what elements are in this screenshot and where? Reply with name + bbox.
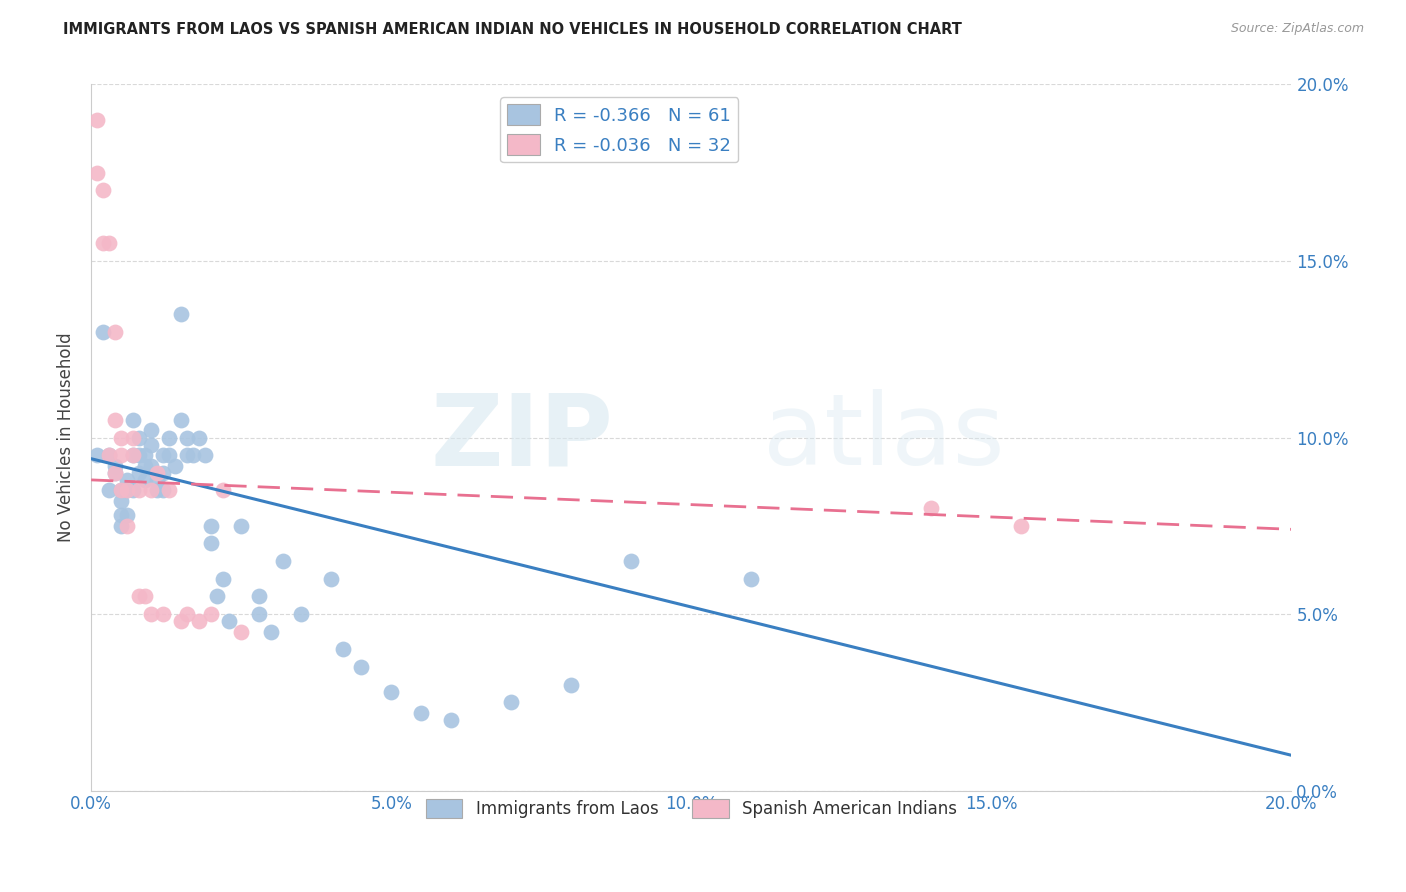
Point	[115, 483, 138, 498]
Point	[104, 325, 127, 339]
Point	[128, 466, 150, 480]
Point	[247, 607, 270, 621]
Point	[170, 413, 193, 427]
Point	[188, 430, 211, 444]
Point	[141, 607, 163, 621]
Point	[380, 684, 402, 698]
Point	[152, 448, 174, 462]
Point	[110, 448, 132, 462]
Point	[152, 607, 174, 621]
Point	[181, 448, 204, 462]
Point	[620, 554, 643, 568]
Point	[218, 614, 240, 628]
Legend: Immigrants from Laos, Spanish American Indians: Immigrants from Laos, Spanish American I…	[419, 792, 963, 824]
Point	[110, 494, 132, 508]
Point	[176, 448, 198, 462]
Point	[128, 430, 150, 444]
Text: atlas: atlas	[763, 389, 1005, 486]
Point	[134, 473, 156, 487]
Point	[110, 483, 132, 498]
Point	[271, 554, 294, 568]
Point	[134, 458, 156, 473]
Point	[122, 448, 145, 462]
Point	[146, 466, 169, 480]
Point	[170, 614, 193, 628]
Y-axis label: No Vehicles in Household: No Vehicles in Household	[58, 333, 75, 542]
Point	[141, 458, 163, 473]
Point	[98, 448, 121, 462]
Point	[231, 518, 253, 533]
Point	[122, 413, 145, 427]
Point	[104, 458, 127, 473]
Point	[200, 536, 222, 550]
Point	[152, 466, 174, 480]
Point	[146, 483, 169, 498]
Point	[231, 624, 253, 639]
Point	[110, 508, 132, 523]
Point	[115, 508, 138, 523]
Text: ZIP: ZIP	[430, 389, 613, 486]
Point	[165, 458, 187, 473]
Point	[152, 483, 174, 498]
Point	[1010, 518, 1032, 533]
Point	[212, 572, 235, 586]
Point	[194, 448, 217, 462]
Point	[104, 413, 127, 427]
Point	[560, 678, 582, 692]
Point	[157, 483, 180, 498]
Point	[128, 590, 150, 604]
Point	[247, 590, 270, 604]
Point	[122, 483, 145, 498]
Point	[104, 466, 127, 480]
Point	[122, 430, 145, 444]
Text: Source: ZipAtlas.com: Source: ZipAtlas.com	[1230, 22, 1364, 36]
Point	[98, 236, 121, 251]
Point	[176, 430, 198, 444]
Point	[134, 448, 156, 462]
Point	[91, 183, 114, 197]
Point	[122, 448, 145, 462]
Point	[200, 607, 222, 621]
Point	[440, 713, 463, 727]
Point	[110, 483, 132, 498]
Point	[110, 430, 132, 444]
Text: IMMIGRANTS FROM LAOS VS SPANISH AMERICAN INDIAN NO VEHICLES IN HOUSEHOLD CORRELA: IMMIGRANTS FROM LAOS VS SPANISH AMERICAN…	[63, 22, 962, 37]
Point	[740, 572, 762, 586]
Point	[920, 501, 942, 516]
Point	[141, 437, 163, 451]
Point	[141, 483, 163, 498]
Point	[91, 236, 114, 251]
Point	[332, 642, 354, 657]
Point	[128, 483, 150, 498]
Point	[115, 483, 138, 498]
Point	[260, 624, 283, 639]
Point	[134, 590, 156, 604]
Point	[157, 430, 180, 444]
Point	[146, 473, 169, 487]
Point	[205, 590, 228, 604]
Point	[98, 483, 121, 498]
Point	[86, 112, 108, 127]
Point	[115, 518, 138, 533]
Point	[170, 307, 193, 321]
Point	[86, 448, 108, 462]
Point	[501, 695, 523, 709]
Point	[350, 660, 373, 674]
Point	[321, 572, 343, 586]
Point	[128, 448, 150, 462]
Point	[188, 614, 211, 628]
Point	[212, 483, 235, 498]
Point	[176, 607, 198, 621]
Point	[115, 473, 138, 487]
Point	[157, 448, 180, 462]
Point	[200, 518, 222, 533]
Point	[411, 706, 433, 720]
Point	[86, 166, 108, 180]
Point	[104, 466, 127, 480]
Point	[141, 424, 163, 438]
Point	[91, 325, 114, 339]
Point	[290, 607, 312, 621]
Point	[110, 518, 132, 533]
Point	[98, 448, 121, 462]
